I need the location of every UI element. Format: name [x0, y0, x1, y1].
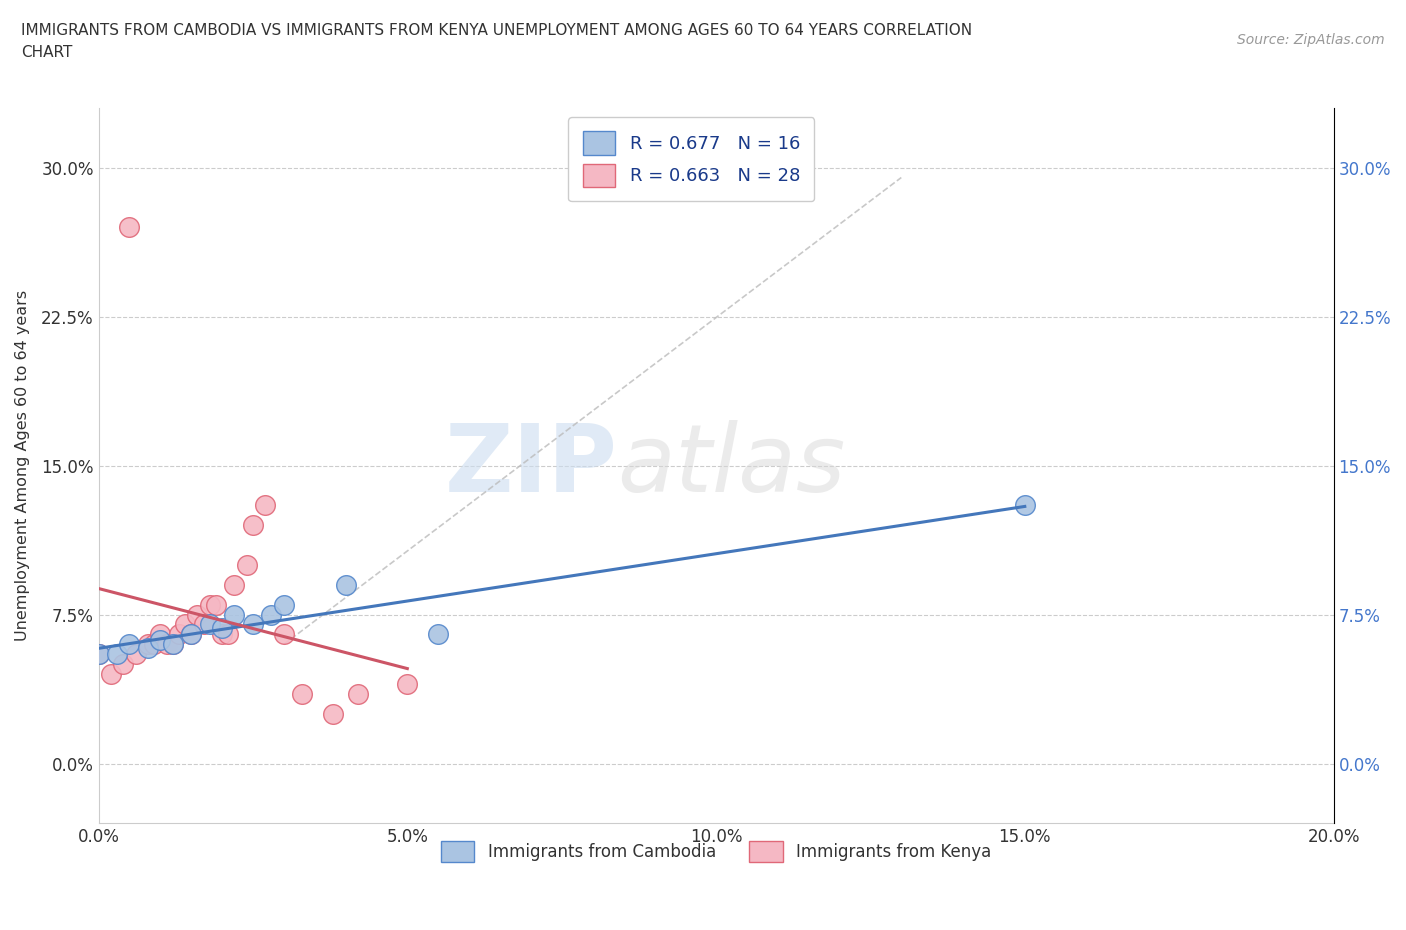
Point — [167, 627, 190, 642]
Legend: Immigrants from Cambodia, Immigrants from Kenya: Immigrants from Cambodia, Immigrants fro… — [434, 835, 998, 869]
Point — [136, 641, 159, 656]
Y-axis label: Unemployment Among Ages 60 to 64 years: Unemployment Among Ages 60 to 64 years — [15, 290, 30, 641]
Point — [174, 617, 197, 631]
Text: Source: ZipAtlas.com: Source: ZipAtlas.com — [1237, 33, 1385, 46]
Point — [347, 686, 370, 701]
Point — [162, 637, 184, 652]
Point — [236, 557, 259, 572]
Point — [118, 219, 141, 234]
Point — [105, 647, 128, 662]
Point — [100, 667, 122, 682]
Point — [112, 657, 135, 671]
Point — [87, 647, 110, 662]
Point — [162, 637, 184, 652]
Point — [211, 627, 233, 642]
Point — [198, 617, 221, 631]
Point — [193, 617, 215, 631]
Point — [224, 578, 246, 592]
Point — [224, 607, 246, 622]
Point — [186, 607, 208, 622]
Point — [118, 637, 141, 652]
Text: ZIP: ZIP — [444, 419, 617, 512]
Point — [396, 677, 419, 692]
Point — [205, 597, 228, 612]
Point — [136, 637, 159, 652]
Text: atlas: atlas — [617, 420, 845, 512]
Point — [242, 617, 264, 631]
Point — [211, 621, 233, 636]
Point — [242, 518, 264, 533]
Point — [155, 637, 177, 652]
Point — [273, 597, 295, 612]
Point — [180, 627, 202, 642]
Point — [124, 647, 146, 662]
Point — [143, 637, 166, 652]
Point — [273, 627, 295, 642]
Point — [322, 707, 344, 722]
Point — [427, 627, 450, 642]
Point — [335, 578, 357, 592]
Point — [198, 597, 221, 612]
Point — [254, 498, 277, 512]
Point — [149, 633, 172, 648]
Point — [260, 607, 283, 622]
Point — [149, 627, 172, 642]
Point — [1014, 498, 1036, 512]
Point — [291, 686, 314, 701]
Text: IMMIGRANTS FROM CAMBODIA VS IMMIGRANTS FROM KENYA UNEMPLOYMENT AMONG AGES 60 TO : IMMIGRANTS FROM CAMBODIA VS IMMIGRANTS F… — [21, 23, 972, 60]
Point — [180, 627, 202, 642]
Point — [217, 627, 239, 642]
Point — [87, 647, 110, 662]
